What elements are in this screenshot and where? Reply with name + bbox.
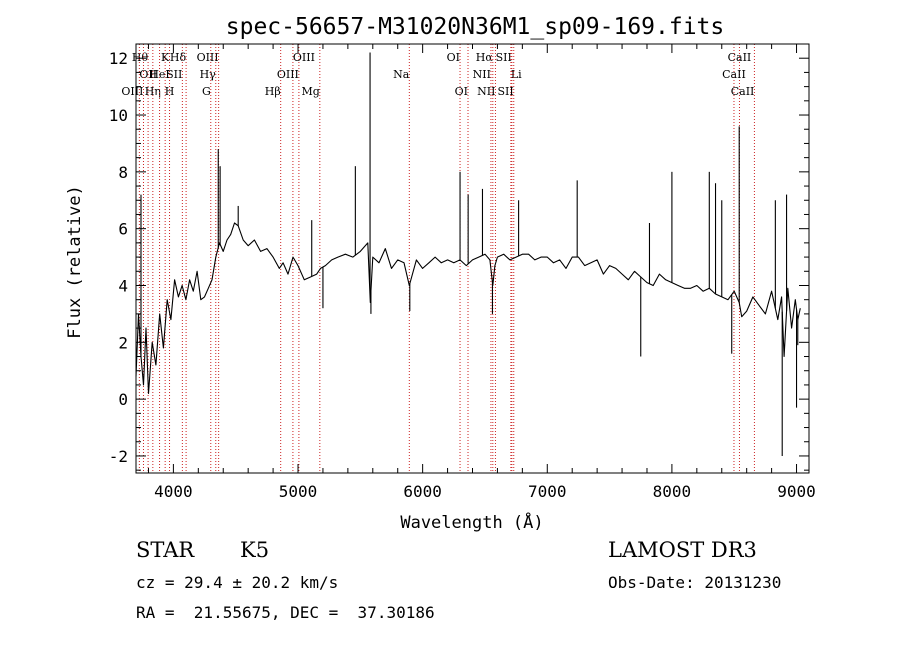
line-marker-label: OIII	[121, 85, 143, 98]
line-marker-label: OIII	[277, 68, 299, 81]
subclass-label: K5	[240, 538, 270, 562]
line-marker-label: NII	[477, 85, 495, 98]
y-tick-label: 10	[109, 106, 128, 125]
line-marker-label: OI	[447, 51, 460, 64]
axis-ticks: 4000 5000 6000 7000 8000 9000 -2 0 2 4 6 8 10 12	[109, 43, 816, 501]
line-marker-label: G	[202, 85, 211, 98]
line-marker-label: SII	[166, 68, 182, 81]
x-tick-label: 4000	[154, 482, 193, 501]
line-marker-label: SII	[498, 85, 514, 98]
spectrum-line	[135, 222, 801, 395]
y-tick-label: 2	[118, 333, 128, 352]
line-marker-label: Hβ	[265, 85, 281, 98]
line-marker-label: CaII	[728, 51, 752, 64]
survey-label: LAMOST DR3	[608, 538, 757, 562]
line-marker-label: OIII	[197, 51, 219, 64]
obs-date-readout: Obs-Date: 20131230	[608, 573, 782, 592]
x-tick-label: 5000	[279, 482, 318, 501]
plot-frame	[135, 43, 810, 474]
y-tick-label: 0	[118, 390, 128, 409]
y-axis-label: Flux (relative)	[65, 185, 85, 339]
line-marker-label: K	[161, 51, 170, 64]
y-tick-label: 12	[109, 49, 128, 68]
line-marker-label: Hα	[476, 51, 494, 64]
line-marker-label: SII	[496, 51, 512, 64]
line-marker-label: Hη	[145, 85, 161, 98]
redshift-readout: cz = 29.4 ± 20.2 km/s	[136, 573, 339, 592]
spectrum-layer	[135, 52, 801, 456]
x-tick-label: 8000	[653, 482, 692, 501]
y-tick-label: 6	[118, 220, 128, 239]
line-marker-label: OI	[455, 85, 468, 98]
x-tick-label: 7000	[528, 482, 567, 501]
line-marker-label: Hγ	[200, 68, 217, 81]
x-tick-label: 9000	[777, 482, 816, 501]
line-marker-label: Li	[511, 68, 522, 81]
coordinates-readout: RA = 21.55675, DEC = 37.30186	[136, 603, 435, 622]
line-marker-label: Hδ	[170, 51, 187, 64]
class-label: STAR	[136, 538, 195, 562]
line-marker-label: Na	[393, 68, 410, 81]
y-tick-label: 4	[118, 276, 128, 295]
line-marker-label: H	[165, 85, 175, 98]
line-marker-label: Hθ	[132, 51, 149, 64]
x-axis-label: Wavelength (Å)	[400, 511, 543, 533]
line-marker-label: OIII	[293, 51, 315, 64]
line-marker-label: CaII	[731, 85, 755, 98]
y-tick-label: 8	[118, 163, 128, 182]
chart-title: spec-56657-M31020N36M1_sp09-169.fits	[226, 14, 725, 40]
line-marker-label: CaII	[722, 68, 746, 81]
y-tick-label: -2	[109, 447, 128, 466]
line-marker-label: NII	[473, 68, 491, 81]
line-marker-label: Mg	[302, 85, 320, 98]
x-tick-label: 6000	[403, 482, 442, 501]
